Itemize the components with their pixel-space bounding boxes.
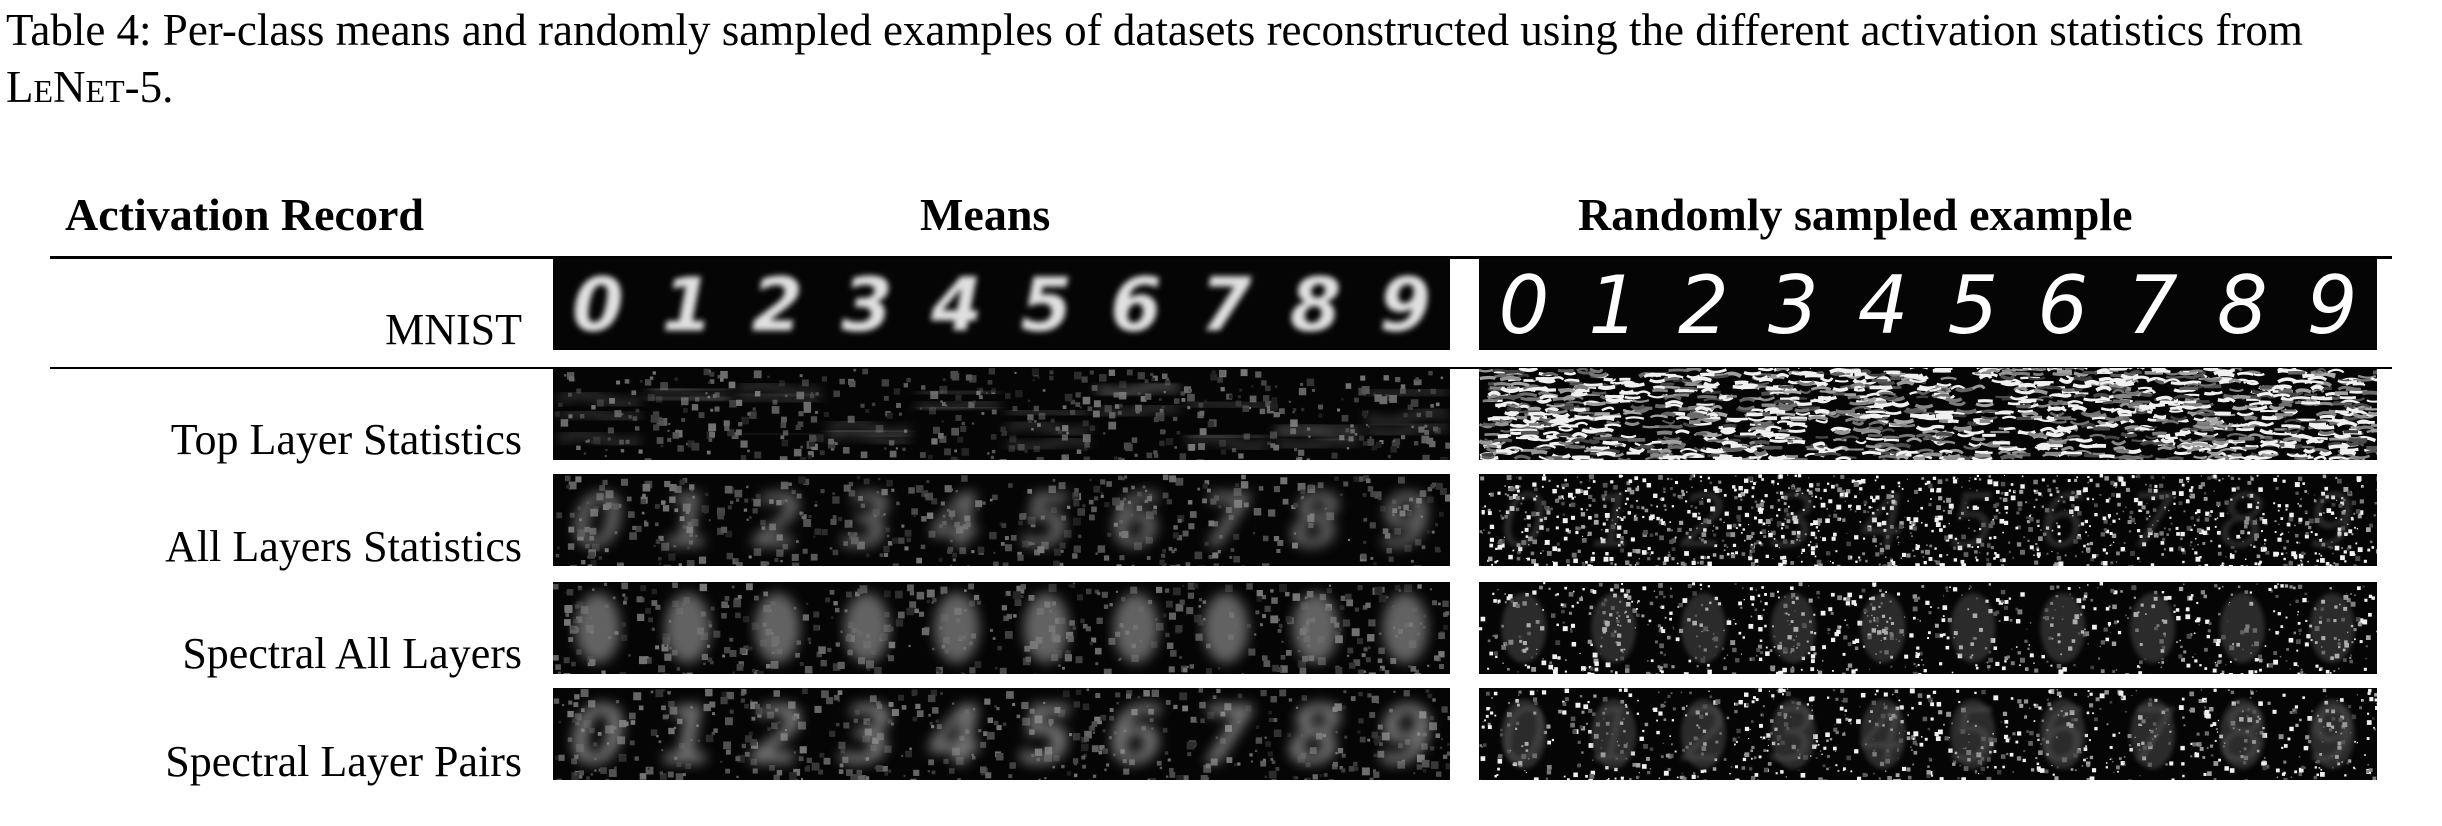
- svg-text:4: 4: [930, 263, 983, 349]
- row-label-mnist: MNIST: [385, 305, 522, 354]
- random-strip-spectral-all: [1479, 582, 2377, 674]
- means-strip-top-layer: [553, 368, 1450, 460]
- svg-text:9: 9: [2309, 479, 2356, 565]
- row-label-top-layer: Top Layer Statistics: [170, 415, 522, 464]
- svg-text:7: 7: [2127, 259, 2178, 350]
- svg-text:0: 0: [1500, 479, 1547, 565]
- svg-text:1: 1: [1590, 479, 1637, 565]
- table-caption: Table 4: Per-class means and randomly sa…: [6, 2, 2436, 116]
- svg-text:3: 3: [841, 263, 893, 349]
- header-activation-record: Activation Record: [65, 189, 424, 240]
- svg-text:3: 3: [841, 479, 893, 565]
- svg-text:2: 2: [749, 689, 805, 780]
- svg-text:4: 4: [1858, 259, 1909, 350]
- svg-text:8: 8: [1290, 263, 1342, 349]
- row-label-spectral-all: Spectral All Layers: [182, 629, 522, 678]
- svg-text:1: 1: [662, 263, 714, 349]
- svg-text:0: 0: [572, 479, 624, 565]
- svg-text:9: 9: [1379, 263, 1431, 349]
- svg-text:1: 1: [1588, 259, 1639, 350]
- svg-text:8: 8: [2219, 479, 2266, 565]
- svg-text:1: 1: [660, 689, 716, 780]
- svg-text:6: 6: [1110, 263, 1162, 349]
- svg-text:9: 9: [1379, 479, 1431, 565]
- means-strip-spectral-all: [553, 582, 1450, 674]
- svg-text:8: 8: [1290, 479, 1342, 565]
- svg-text:5: 5: [1021, 479, 1073, 565]
- svg-text:6: 6: [1108, 689, 1164, 780]
- svg-text:9: 9: [2307, 259, 2358, 350]
- svg-text:4: 4: [930, 479, 983, 565]
- caption-model-name: LeNet: [6, 62, 125, 112]
- svg-text:0: 0: [1498, 259, 1549, 350]
- svg-text:0: 0: [570, 689, 626, 780]
- svg-text:7: 7: [1200, 263, 1252, 349]
- table-top-rule: [50, 256, 2392, 259]
- svg-text:7: 7: [1198, 689, 1254, 780]
- svg-text:8: 8: [2217, 259, 2268, 350]
- header-means: Means: [920, 189, 1051, 240]
- random-strip-top-layer: [1479, 368, 2377, 460]
- row-label-spectral-pairs: Spectral Layer Pairs: [165, 737, 522, 786]
- caption-text: Table 4: Per-class means and randomly sa…: [6, 5, 2303, 55]
- row-label-all-layers: All Layers Statistics: [165, 522, 522, 571]
- svg-text:6: 6: [2037, 259, 2088, 350]
- svg-text:2: 2: [752, 263, 804, 349]
- svg-text:7: 7: [1200, 479, 1252, 565]
- svg-text:6: 6: [1110, 479, 1162, 565]
- svg-text:1: 1: [662, 479, 714, 565]
- svg-text:6: 6: [2039, 479, 2086, 565]
- svg-text:7: 7: [2129, 479, 2176, 565]
- svg-text:5: 5: [1947, 259, 1998, 350]
- svg-text:3: 3: [1770, 479, 1817, 565]
- svg-text:2: 2: [1680, 479, 1727, 565]
- header-random-example: Randomly sampled example: [1578, 189, 2133, 240]
- svg-text:0: 0: [572, 263, 624, 349]
- svg-text:2: 2: [1678, 259, 1729, 350]
- svg-text:9: 9: [1377, 689, 1433, 780]
- svg-text:3: 3: [1768, 259, 1819, 350]
- svg-text:5: 5: [1021, 263, 1073, 349]
- svg-text:8: 8: [1288, 689, 1344, 780]
- svg-text:4: 4: [928, 689, 985, 780]
- svg-text:4: 4: [1860, 479, 1907, 565]
- svg-text:5: 5: [1949, 479, 1996, 565]
- svg-text:3: 3: [839, 689, 895, 780]
- svg-text:5: 5: [1019, 689, 1075, 780]
- caption-model-suffix: -5.: [124, 62, 174, 112]
- svg-text:2: 2: [752, 479, 804, 565]
